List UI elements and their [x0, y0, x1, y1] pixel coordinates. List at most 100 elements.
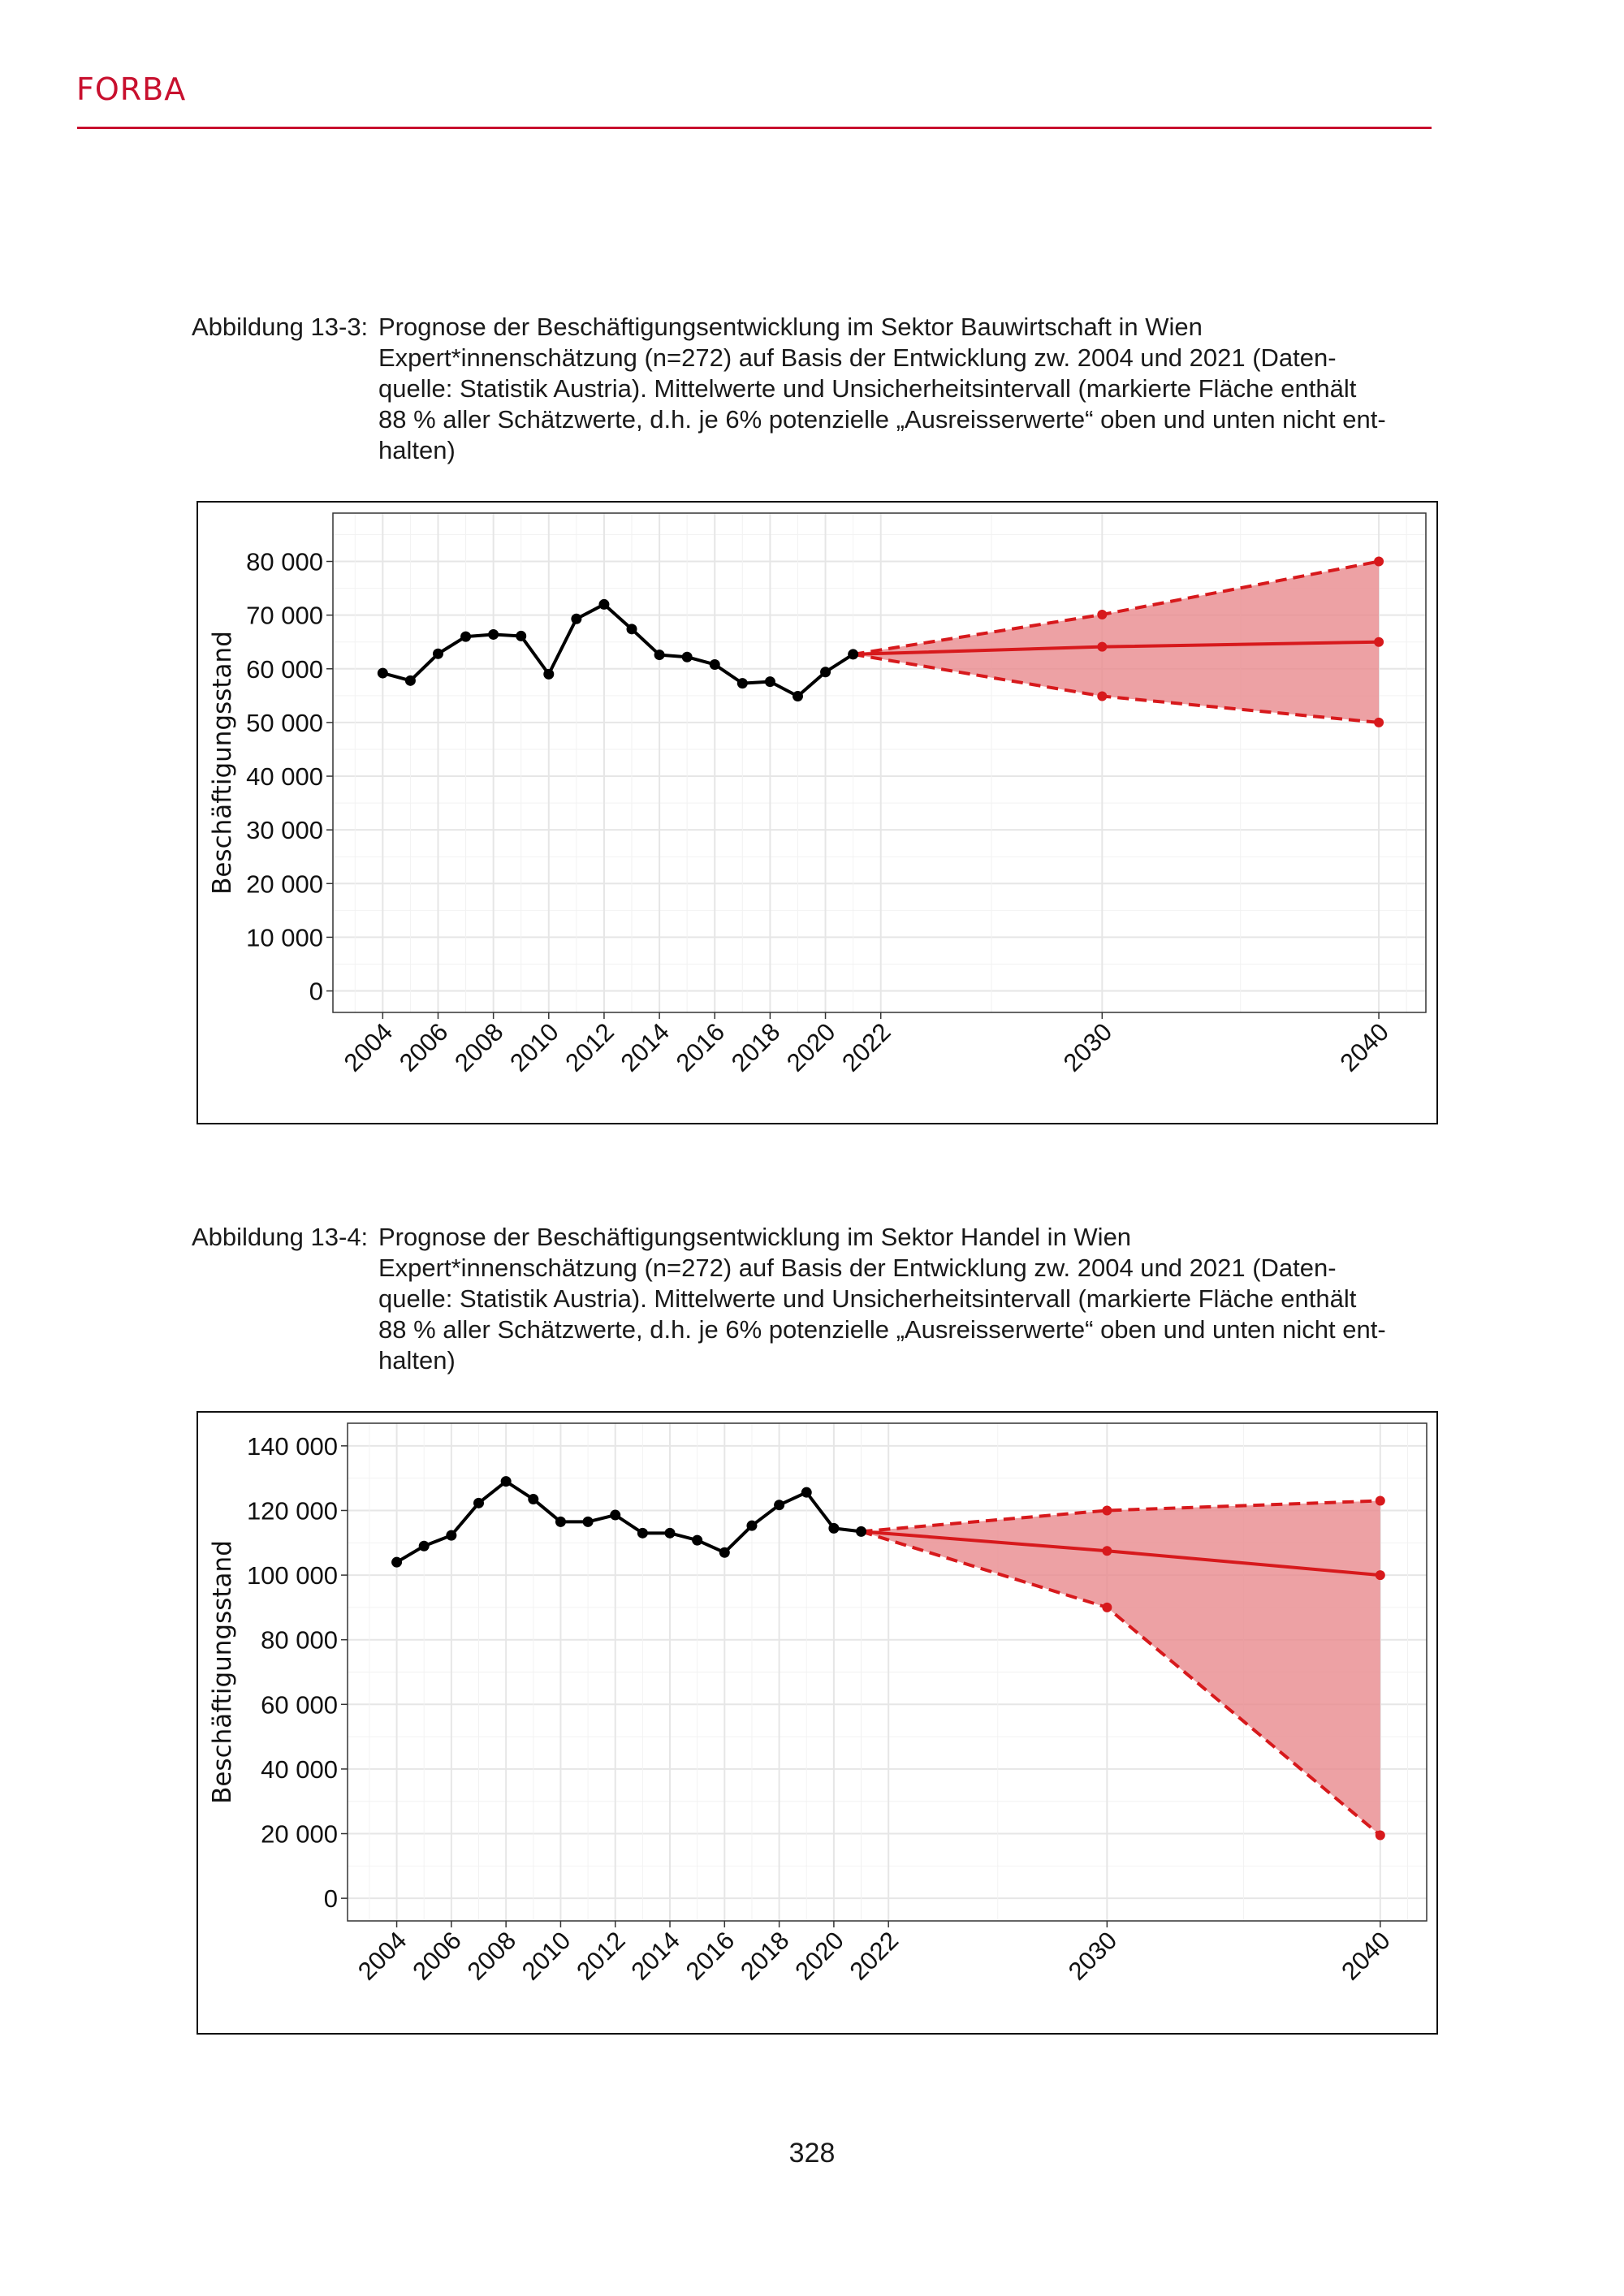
y-axis-title: Beschäftigungsstand	[208, 631, 237, 895]
history-point	[654, 650, 665, 661]
forecast-point-lower	[1102, 1602, 1112, 1612]
y-tick-label: 0	[324, 1884, 338, 1913]
history-point	[719, 1547, 730, 1558]
x-tick-label: 2018	[726, 1017, 786, 1077]
caption-line: 88 % aller Schätzwerte, d.h. je 6% poten…	[378, 405, 1386, 434]
history-point	[848, 649, 859, 660]
x-tick-label: 2030	[1063, 1926, 1123, 1986]
figure-title: Prognose der Beschäftigungsentwicklung i…	[378, 313, 1203, 341]
history-point	[820, 667, 831, 678]
history-point	[555, 1516, 566, 1527]
y-tick-label: 60 000	[246, 655, 323, 684]
history-point	[746, 1520, 758, 1531]
x-tick-label: 2008	[462, 1926, 522, 1986]
x-tick-label: 2022	[844, 1926, 905, 1986]
figure-label: Abbildung 13-4:	[192, 1223, 369, 1251]
uncertainty-band	[853, 561, 1380, 723]
forecast-point-lower	[1374, 717, 1384, 727]
history-point	[418, 1540, 430, 1552]
y-tick-label: 40 000	[246, 762, 323, 791]
x-tick-label: 2010	[504, 1017, 564, 1077]
history-point	[582, 1516, 594, 1527]
y-tick-label: 0	[309, 978, 323, 1006]
history-point	[774, 1500, 785, 1511]
upper-bound-line	[861, 1499, 1380, 1534]
x-tick-label: 2006	[394, 1017, 454, 1077]
x-tick-label: 2014	[625, 1926, 685, 1986]
forecast-point-upper	[1097, 609, 1108, 619]
caption-line: halten)	[378, 1346, 456, 1375]
page-number: 328	[788, 2138, 836, 2169]
x-tick-label: 2040	[1335, 1017, 1395, 1077]
history-point	[473, 1497, 484, 1508]
chart-svg: 0 20 000 40 000 60 000 80 000 100 000 120 000 1…	[208, 1422, 1427, 1986]
history-point	[377, 667, 388, 679]
history-point	[664, 1527, 676, 1539]
x-tick-label: 2010	[516, 1926, 577, 1986]
forecast-point-upper	[1375, 1495, 1385, 1506]
history-point	[626, 624, 637, 635]
history-point	[828, 1522, 840, 1534]
history-point	[432, 648, 443, 659]
x-tick-label: 2004	[352, 1926, 412, 1986]
x-tick-label: 2016	[671, 1017, 731, 1077]
caption-line: Expert*innenschätzung (n=272) auf Basis …	[378, 1254, 1337, 1282]
x-tick-label: 2018	[735, 1926, 795, 1986]
figure-title: Prognose der Beschäftigungsentwicklung i…	[378, 1223, 1132, 1251]
x-tick-label: 2008	[449, 1017, 509, 1077]
y-tick-label: 30 000	[246, 816, 323, 844]
history-point	[856, 1526, 867, 1537]
x-tick-label: 2012	[571, 1926, 631, 1986]
history-point	[681, 651, 693, 662]
forecast-point-lower	[1097, 691, 1108, 701]
y-tick-label: 40 000	[261, 1755, 338, 1784]
header-rule	[77, 127, 1432, 129]
chart-handel: 0 20 000 40 000 60 000 80 000 100 000 120 000 1…	[197, 1411, 1438, 2035]
y-axis-title: Beschäftigungsstand	[208, 1540, 237, 1804]
figure-caption-1: Abbildung 13-3: Prognose der Beschäftigu…	[192, 312, 1442, 466]
history-point	[598, 598, 610, 610]
forecast-point-mean	[1375, 1570, 1385, 1581]
x-tick-label: 2040	[1336, 1926, 1396, 1986]
history-point	[764, 676, 775, 688]
x-tick-label: 2004	[339, 1017, 399, 1077]
x-tick-label: 2020	[781, 1017, 841, 1077]
y-tick-label: 20 000	[261, 1820, 338, 1849]
history-point	[391, 1556, 403, 1568]
history-point	[516, 630, 527, 641]
history-point	[637, 1527, 648, 1539]
x-tick-label: 2030	[1058, 1017, 1118, 1077]
x-tick-label: 2022	[836, 1017, 896, 1077]
forecast-point-mean	[1102, 1546, 1112, 1556]
history-point	[571, 613, 582, 624]
caption-line: quelle: Statistik Austria). Mittelwerte …	[378, 374, 1357, 403]
forecast-point-mean	[1374, 637, 1384, 647]
forba-logo: FORBA	[76, 71, 187, 107]
forecast-point-upper	[1102, 1505, 1112, 1516]
y-tick-label: 80 000	[261, 1626, 338, 1655]
caption-line: 88 % aller Schätzwerte, d.h. je 6% poten…	[378, 1315, 1386, 1344]
figure-label: Abbildung 13-3:	[192, 313, 369, 341]
history-point	[543, 668, 555, 680]
history-point	[528, 1494, 539, 1505]
y-tick-label: 70 000	[246, 602, 323, 630]
chart-svg: 0 10 000 20 000 30 000 40 000 50 000 60 000 70 …	[208, 512, 1427, 1077]
y-tick-label: 80 000	[246, 548, 323, 576]
caption-line: halten)	[378, 436, 456, 464]
chart-bauwirtschaft: 0 10 000 20 000 30 000 40 000 50 000 60 000 70 …	[197, 501, 1438, 1124]
y-tick-label: 10 000	[246, 923, 323, 952]
history-point	[446, 1530, 457, 1541]
history-point	[692, 1534, 703, 1546]
forecast-point-lower	[1375, 1830, 1385, 1841]
history-point	[500, 1476, 512, 1487]
history-point	[460, 631, 472, 642]
panel-border	[332, 512, 1427, 1013]
history-point	[610, 1509, 621, 1521]
x-tick-label: 2020	[789, 1926, 849, 1986]
forecast-point-upper	[1374, 556, 1384, 567]
caption-line: Expert*innenschätzung (n=272) auf Basis …	[378, 343, 1337, 372]
panel-border	[347, 1422, 1427, 1922]
history-point	[404, 675, 416, 686]
x-tick-label: 2006	[407, 1926, 467, 1986]
history-point	[792, 691, 803, 701]
